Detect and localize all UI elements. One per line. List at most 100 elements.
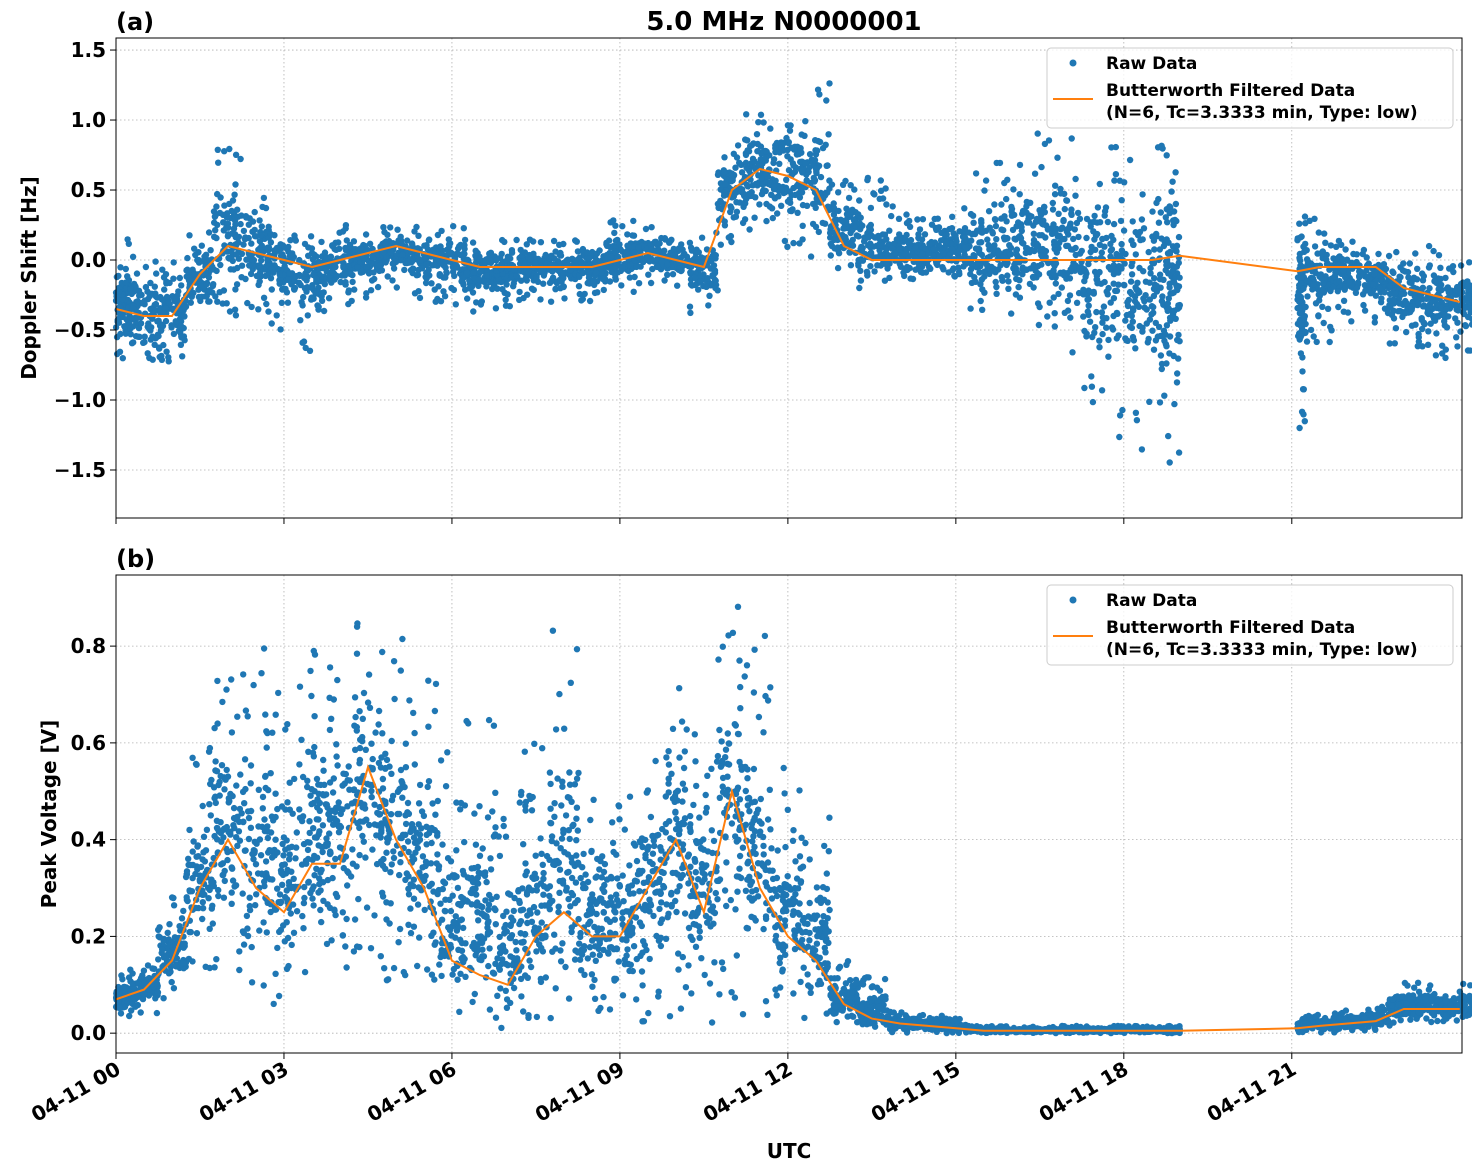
raw-data-point	[950, 230, 956, 236]
raw-data-point	[131, 281, 137, 287]
raw-data-point	[996, 249, 1002, 255]
raw-data-point	[394, 227, 400, 233]
raw-data-point	[351, 286, 357, 292]
raw-data-point	[218, 861, 224, 867]
raw-data-point	[1008, 310, 1014, 316]
raw-data-point	[810, 221, 816, 227]
raw-data-point	[1321, 320, 1327, 326]
raw-data-point	[311, 872, 317, 878]
raw-data-point	[163, 280, 169, 286]
raw-data-point	[1036, 322, 1042, 328]
raw-data-point	[268, 231, 274, 237]
raw-data-point	[114, 988, 120, 994]
raw-data-point	[1105, 337, 1111, 343]
raw-data-point	[307, 668, 313, 674]
y-tick-label: −0.5	[54, 318, 106, 342]
raw-data-point	[1052, 323, 1058, 329]
raw-data-point	[285, 300, 291, 306]
raw-data-point	[1398, 292, 1404, 298]
raw-data-point	[771, 183, 777, 189]
raw-data-point	[951, 273, 957, 279]
raw-data-point	[981, 187, 987, 193]
raw-data-point	[522, 249, 528, 255]
raw-data-point	[739, 169, 745, 175]
raw-data-point	[1140, 268, 1146, 274]
raw-data-point	[174, 296, 180, 302]
raw-data-point	[987, 225, 993, 231]
raw-data-point	[208, 777, 214, 783]
raw-data-point	[645, 272, 651, 278]
raw-data-point	[426, 237, 432, 243]
raw-data-point	[1096, 344, 1102, 350]
y-tick-label: 0.5	[71, 178, 106, 202]
raw-data-point	[225, 225, 231, 231]
raw-data-point	[400, 251, 406, 257]
raw-data-point	[189, 875, 195, 881]
raw-data-point	[1008, 204, 1014, 210]
raw-data-point	[1345, 309, 1351, 315]
raw-data-point	[687, 310, 693, 316]
raw-data-point	[1375, 251, 1381, 257]
raw-data-point	[242, 276, 248, 282]
raw-data-point	[206, 298, 212, 304]
raw-data-point	[1119, 247, 1125, 253]
raw-data-point	[751, 215, 757, 221]
raw-data-point	[1059, 225, 1065, 231]
raw-data-point	[358, 245, 364, 251]
raw-data-point	[255, 306, 261, 312]
raw-data-point	[1099, 387, 1105, 393]
raw-data-point	[755, 119, 761, 125]
raw-data-point	[718, 242, 724, 248]
raw-data-point	[524, 292, 530, 298]
raw-data-point	[1409, 307, 1415, 313]
raw-data-point	[169, 979, 175, 985]
raw-data-point	[753, 181, 759, 187]
raw-data-point	[808, 253, 814, 259]
raw-data-point	[1141, 225, 1147, 231]
raw-data-point	[1431, 272, 1437, 278]
raw-data-point	[285, 963, 291, 969]
raw-data-point	[294, 829, 300, 835]
raw-data-point	[631, 274, 637, 280]
raw-data-point	[1094, 280, 1100, 286]
raw-data-point	[438, 228, 444, 234]
raw-data-point	[551, 255, 557, 261]
raw-data-point	[1050, 200, 1056, 206]
raw-data-point	[1149, 303, 1155, 309]
raw-data-point	[802, 118, 808, 124]
raw-data-point	[418, 258, 424, 264]
raw-data-point	[949, 267, 955, 273]
raw-data-point	[242, 786, 248, 792]
raw-data-point	[410, 266, 416, 272]
y-tick-label: −1.5	[54, 458, 106, 482]
raw-data-point	[1136, 304, 1142, 310]
raw-data-point	[560, 275, 566, 281]
raw-data-point	[206, 229, 212, 235]
raw-data-point	[1299, 368, 1305, 374]
raw-data-point	[1360, 302, 1366, 308]
raw-data-point	[363, 264, 369, 270]
raw-data-point	[618, 282, 624, 288]
raw-data-point	[1036, 232, 1042, 238]
raw-data-point	[213, 956, 219, 962]
raw-data-point	[993, 223, 999, 229]
raw-data-point	[783, 177, 789, 183]
raw-data-point	[269, 320, 275, 326]
raw-data-point	[892, 250, 898, 256]
raw-data-point	[215, 887, 221, 893]
raw-data-point	[272, 248, 278, 254]
raw-data-point	[285, 276, 291, 282]
raw-data-point	[671, 246, 677, 252]
raw-data-point	[196, 259, 202, 265]
raw-data-point	[1454, 343, 1460, 349]
raw-data-point	[232, 181, 238, 187]
raw-data-point	[281, 834, 287, 840]
legend-filtered-label: Butterworth Filtered Data	[1106, 81, 1355, 101]
raw-data-point	[303, 288, 309, 294]
raw-data-point	[448, 285, 454, 291]
raw-data-point	[154, 1010, 160, 1016]
raw-data-point	[464, 270, 470, 276]
raw-data-point	[270, 269, 276, 275]
raw-data-point	[613, 249, 619, 255]
raw-data-point	[1047, 300, 1053, 306]
